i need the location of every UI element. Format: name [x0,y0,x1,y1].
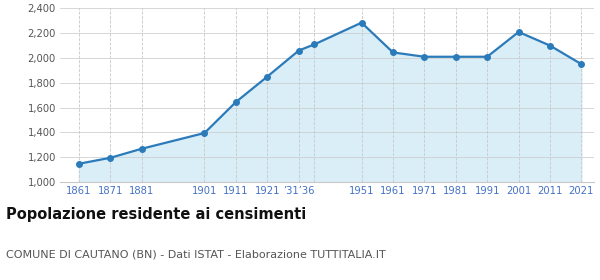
Text: COMUNE DI CAUTANO (BN) - Dati ISTAT - Elaborazione TUTTITALIA.IT: COMUNE DI CAUTANO (BN) - Dati ISTAT - El… [6,249,386,259]
Text: Popolazione residente ai censimenti: Popolazione residente ai censimenti [6,207,306,222]
